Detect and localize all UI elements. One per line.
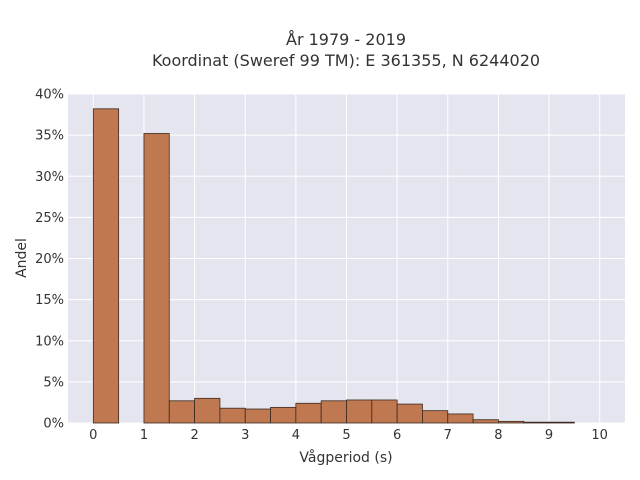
histogram-bar — [371, 399, 398, 424]
y-tick-label: 5% — [43, 375, 64, 390]
histogram-bar — [168, 400, 195, 424]
histogram-bar — [270, 406, 297, 424]
y-tick-label: 35% — [35, 129, 64, 144]
x-tick-label: 2 — [190, 428, 198, 443]
y-tick-label: 30% — [35, 170, 64, 185]
title-line-1: År 1979 - 2019 — [286, 30, 406, 49]
histogram-bar — [523, 421, 550, 424]
x-tick-label: 0 — [89, 428, 97, 443]
histogram-bar — [472, 419, 499, 424]
x-tick-label: 10 — [591, 428, 608, 443]
y-tick-label: 20% — [35, 252, 64, 267]
y-tick-label: 10% — [35, 334, 64, 349]
histogram-bar — [422, 410, 449, 424]
x-tick-label: 3 — [241, 428, 249, 443]
histogram-bar — [548, 421, 575, 424]
y-axis-label: Andel — [14, 238, 30, 278]
x-tick-label: 7 — [444, 428, 452, 443]
y-tick-label: 25% — [35, 211, 64, 226]
histogram-bar — [320, 400, 347, 424]
x-tick-label: 8 — [494, 428, 502, 443]
histogram-bar — [143, 133, 170, 424]
x-axis-ticks: 0 1 2 3 4 5 6 7 8 9 10 — [89, 428, 608, 443]
x-tick-label: 5 — [342, 428, 350, 443]
y-tick-label: 40% — [35, 88, 64, 103]
y-tick-label: 15% — [35, 293, 64, 308]
x-tick-label: 9 — [545, 428, 553, 443]
y-tick-label: 0% — [43, 417, 64, 432]
histogram-bar — [219, 407, 246, 424]
title-line-2: Koordinat (Sweref 99 TM): E 361355, N 62… — [152, 51, 540, 70]
histogram-bar — [92, 108, 120, 424]
histogram-bar — [295, 402, 322, 424]
histogram-bar — [346, 399, 373, 424]
chart-title: År 1979 - 2019 Koordinat (Sweref 99 TM):… — [152, 30, 540, 70]
x-tick-label: 6 — [393, 428, 401, 443]
x-tick-label: 4 — [292, 428, 300, 443]
histogram-bar — [244, 408, 271, 424]
x-tick-label: 1 — [140, 428, 148, 443]
y-axis-ticks: 0% 5% 10% 15% 20% 25% 30% 35% 40% — [35, 88, 64, 432]
x-axis-label: Vågperiod (s) — [299, 449, 392, 466]
histogram-bar — [447, 413, 474, 424]
bars — [92, 108, 575, 424]
histogram-bar — [396, 403, 423, 424]
histogram-bar — [498, 420, 525, 424]
histogram-bar — [194, 397, 221, 424]
